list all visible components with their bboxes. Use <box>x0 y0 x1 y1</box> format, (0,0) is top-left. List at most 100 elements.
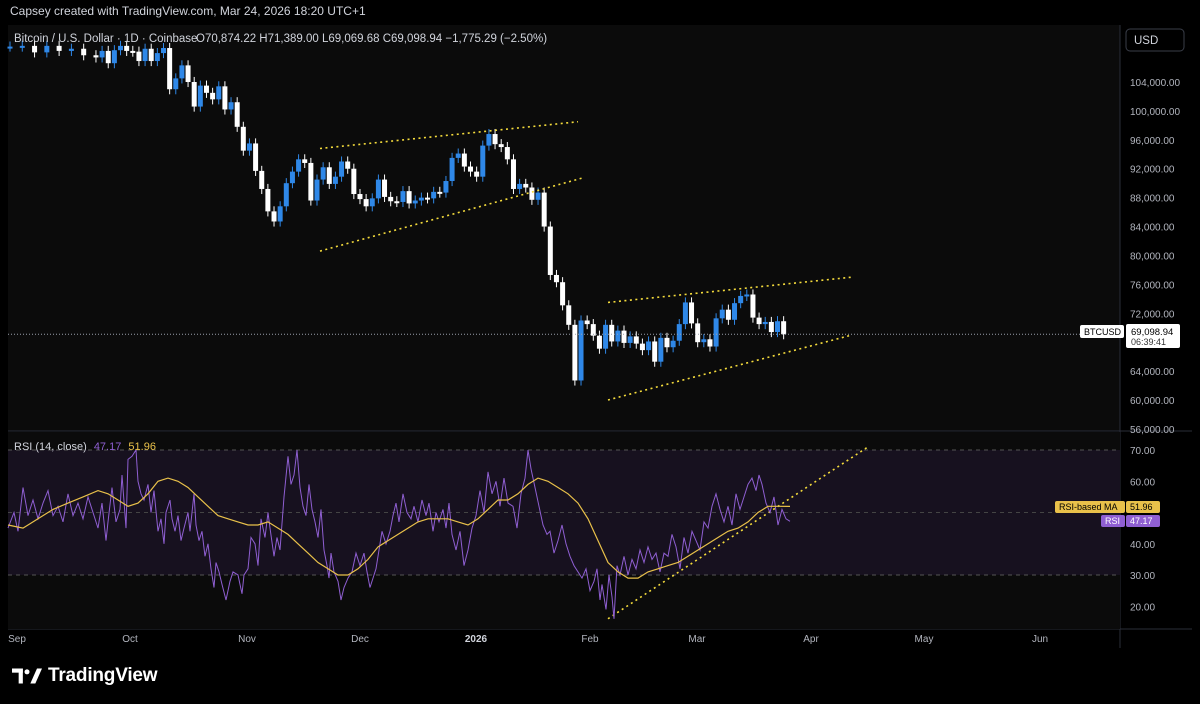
candle-body <box>670 340 676 348</box>
candle-body <box>44 45 50 53</box>
currency-button[interactable] <box>1125 28 1185 52</box>
candle-body <box>768 321 774 333</box>
rsi-axis-tick: 40.00 <box>1130 540 1155 551</box>
candle-body <box>400 191 406 202</box>
candle-body <box>523 183 529 188</box>
rsi-legend-label: RSI (14, close) <box>14 441 87 453</box>
candle-body <box>277 206 283 222</box>
time-axis-tick: 2026 <box>465 634 488 645</box>
chart-attribution: Capsey created with TradingView.com, Mar… <box>10 4 366 18</box>
rsi-tag-value: 47.17 <box>1130 516 1153 526</box>
candle-body <box>136 51 142 62</box>
candle-body <box>296 159 302 172</box>
lower-channel-1-trendline[interactable] <box>319 177 583 252</box>
price-axis-tick: 88,000.00 <box>1130 194 1175 205</box>
candle-body <box>498 144 504 148</box>
rsi-lines <box>7 448 791 619</box>
candle-body <box>369 198 375 207</box>
rsi-ma-line <box>7 477 791 579</box>
time-axis-tick: Sep <box>8 634 26 645</box>
symbol-legend[interactable]: Bitcoin / U.S. Dollar · 1D · Coinbase <box>14 33 197 45</box>
candle-body <box>492 134 498 145</box>
candle-body <box>191 82 197 107</box>
candle-body <box>627 336 633 343</box>
candle-body <box>339 161 345 177</box>
candle-body <box>81 48 87 56</box>
last-price-value: 69,098.94 <box>1131 327 1173 338</box>
price-axis-tick: 96,000.00 <box>1130 136 1175 147</box>
price-axis-tick: 80,000.00 <box>1130 251 1175 262</box>
time-axis[interactable]: Sep Oct Nov Dec 2026 Feb Mar Apr May Jun <box>8 634 1048 645</box>
candle-body <box>695 323 701 343</box>
candle-body <box>118 45 124 51</box>
rsi-ma-tag-label: RSI-based MA <box>1059 502 1118 512</box>
candle-body <box>210 92 216 100</box>
candle-body <box>289 171 295 184</box>
lower-channel-2-trendline[interactable] <box>607 334 853 401</box>
candle-body <box>412 200 418 204</box>
rsi-legend[interactable]: RSI (14, close) 47.17 51.96 <box>14 441 156 453</box>
candle-body <box>443 181 449 193</box>
candle-body <box>332 176 338 184</box>
price-axis-tick: 60,000.00 <box>1130 396 1175 407</box>
candle-body <box>265 188 271 212</box>
price-axis-tick: 56,000.00 <box>1130 425 1175 436</box>
candle-body <box>535 192 541 200</box>
candle-body <box>32 45 38 53</box>
candle-body <box>283 183 289 207</box>
candle-body <box>646 341 652 351</box>
candle-body <box>197 85 203 107</box>
candle-body <box>449 157 455 182</box>
brand[interactable]: TradingView <box>12 665 158 687</box>
candle-body <box>658 337 664 362</box>
candle-body <box>682 302 688 325</box>
candle-body <box>308 162 314 201</box>
currency-button-label: USD <box>1134 35 1158 47</box>
rsi-trendline[interactable] <box>607 446 869 620</box>
upper-channel-2-trendline[interactable] <box>607 276 853 304</box>
candle-body <box>732 303 738 320</box>
candle-body <box>701 339 707 343</box>
candle-body <box>676 324 682 341</box>
upper-channel-1-trendline[interactable] <box>319 120 579 150</box>
rsi-tags: RSI-based MA 51.96 RSI 47.17 <box>1055 501 1160 527</box>
price-axis[interactable]: 104,000.00 100,000.00 96,000.00 92,000.00 88… <box>1130 78 1180 436</box>
candle-body <box>216 86 222 100</box>
price-axis-tick: 72,000.00 <box>1130 309 1175 320</box>
candle-body <box>148 48 154 62</box>
rsi-axis[interactable]: 70.00 60.00 40.00 30.00 20.00 <box>1130 446 1155 613</box>
candle-body <box>572 324 578 381</box>
candle-body <box>510 159 516 189</box>
price-tag: BTCUSD 69,098.94 06:39:41 <box>1080 324 1180 348</box>
candle-body <box>173 78 179 90</box>
rsi-tag <box>1101 515 1125 527</box>
price-axis-tick: 100,000.00 <box>1130 107 1180 118</box>
candle-body <box>578 320 584 381</box>
candle-body <box>130 50 136 53</box>
candle-body <box>314 179 320 201</box>
candle-body <box>738 295 744 304</box>
price-axis-tick: 64,000.00 <box>1130 367 1175 378</box>
candle-body <box>93 55 99 58</box>
candle-body <box>234 102 240 127</box>
candle-body <box>388 196 394 202</box>
candle-body <box>596 335 602 349</box>
candle-body <box>474 171 480 177</box>
rsi-legend-ma-value: 51.96 <box>128 441 156 453</box>
candle-body <box>504 147 510 160</box>
price-axis-tick: 84,000.00 <box>1130 223 1175 234</box>
rsi-tag-label: RSI <box>1105 516 1120 526</box>
candle-body <box>161 48 166 54</box>
price-axis-tick: 76,000.00 <box>1130 280 1175 291</box>
trendline-group[interactable] <box>319 120 869 620</box>
candle-body <box>179 65 185 79</box>
candle-body <box>351 168 357 195</box>
candle-body <box>486 134 492 146</box>
candle-body <box>19 45 25 48</box>
candle-body <box>111 50 117 64</box>
time-axis-tick: Nov <box>238 634 256 645</box>
candle-body <box>553 274 559 283</box>
rsi-value-tag <box>1126 515 1160 527</box>
candle-body <box>431 191 437 199</box>
